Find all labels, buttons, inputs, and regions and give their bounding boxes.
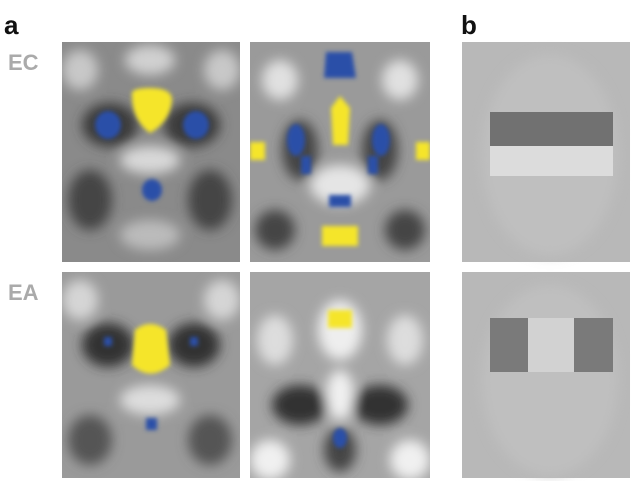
- figure: a b EC EA: [0, 0, 631, 481]
- weight-map: [62, 272, 240, 478]
- panel-label: a: [4, 10, 19, 40]
- weight-map: [250, 42, 430, 262]
- weight-map: [62, 42, 240, 262]
- weight-map: [250, 272, 430, 480]
- row-label: EC: [8, 50, 39, 75]
- face-feature: [462, 42, 630, 262]
- face-feature: [462, 272, 630, 478]
- panel-label: b: [461, 10, 477, 40]
- row-label: EA: [8, 280, 39, 305]
